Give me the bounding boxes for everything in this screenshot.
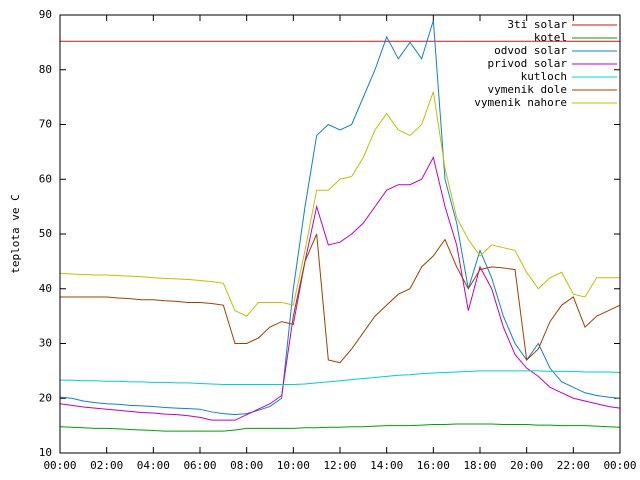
x-tick-label: 16:00 [417,459,450,472]
y-axis-label: teplota ve C [9,194,22,273]
y-tick-label: 60 [39,172,52,185]
x-tick-label: 14:00 [370,459,403,472]
x-tick-label: 08:00 [230,459,263,472]
x-tick-label: 02:00 [90,459,123,472]
y-tick-label: 10 [39,446,52,459]
y-tick-label: 90 [39,8,52,21]
legend-label: privod solar [488,57,568,70]
legend-label: vymenik dole [488,83,567,96]
y-tick-label: 20 [39,391,52,404]
plot-frame [59,14,621,454]
series-line [59,91,620,317]
y-tick-label: 50 [39,227,52,240]
x-tick-label: 10:00 [277,459,310,472]
x-tick-label: 00:00 [603,459,636,472]
y-tick-label: 30 [39,337,52,350]
x-tick-label: 20:00 [510,459,543,472]
series-line [59,423,621,432]
y-tick-label: 70 [39,118,52,131]
x-tick-label: 06:00 [183,459,216,472]
legend-label: vymenik nahore [474,96,567,109]
legend-label: kotel [534,31,567,44]
series-line [59,155,621,421]
legend-label: 3ti solar [507,18,567,31]
series-line [60,370,621,386]
x-tick-label: 12:00 [323,459,356,472]
series-line [60,233,621,364]
legend-label: kutloch [521,70,567,83]
x-tick-label: 22:00 [557,459,590,472]
x-tick-label: 00:00 [43,459,76,472]
x-tick-label: 04:00 [137,459,170,472]
y-tick-label: 80 [39,63,52,76]
legend-label: odvod solar [494,44,567,57]
y-tick-label: 40 [39,282,52,295]
x-tick-label: 18:00 [463,459,496,472]
